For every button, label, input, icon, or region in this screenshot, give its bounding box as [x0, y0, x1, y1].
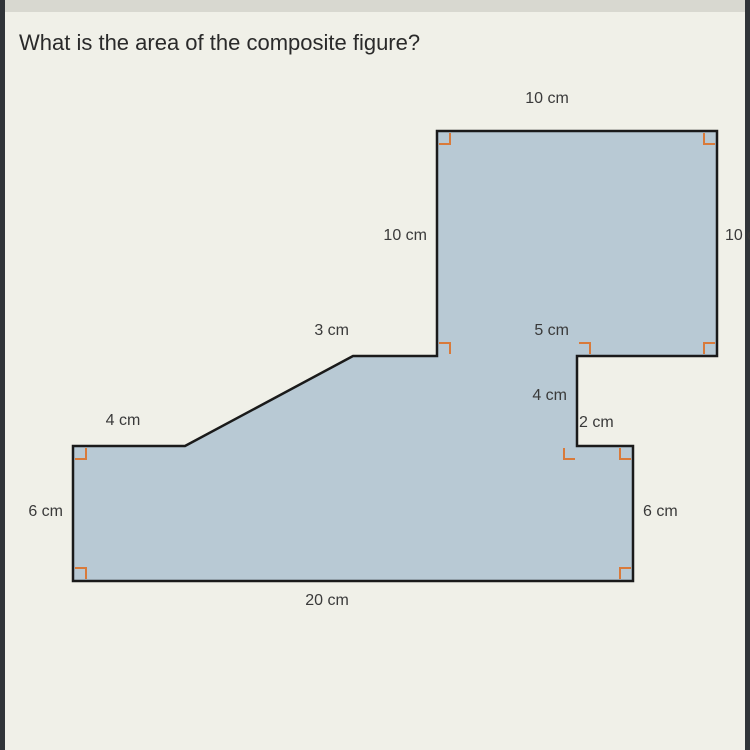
question-text: What is the area of the composite figure… [19, 30, 731, 56]
worksheet-page: What is the area of the composite figure… [5, 0, 745, 750]
dimension-label: 10 cm [725, 227, 750, 245]
dimension-label: 6 cm [28, 503, 63, 521]
dimension-label: 5 cm [534, 322, 569, 340]
dimension-label: 10 cm [383, 227, 427, 245]
dimension-label: 10 cm [525, 90, 569, 108]
dimension-label: 4 cm [106, 412, 141, 430]
dimension-label: 20 cm [305, 592, 349, 610]
figure-svg [19, 76, 719, 716]
composite-figure: 10 cm10 cm10 cm5 cm3 cm4 cm2 cm4 cm6 cm6… [19, 76, 719, 716]
dimension-label: 3 cm [314, 322, 349, 340]
dimension-label: 4 cm [532, 387, 567, 405]
dimension-label: 2 cm [579, 414, 614, 432]
dimension-label: 6 cm [643, 503, 678, 521]
